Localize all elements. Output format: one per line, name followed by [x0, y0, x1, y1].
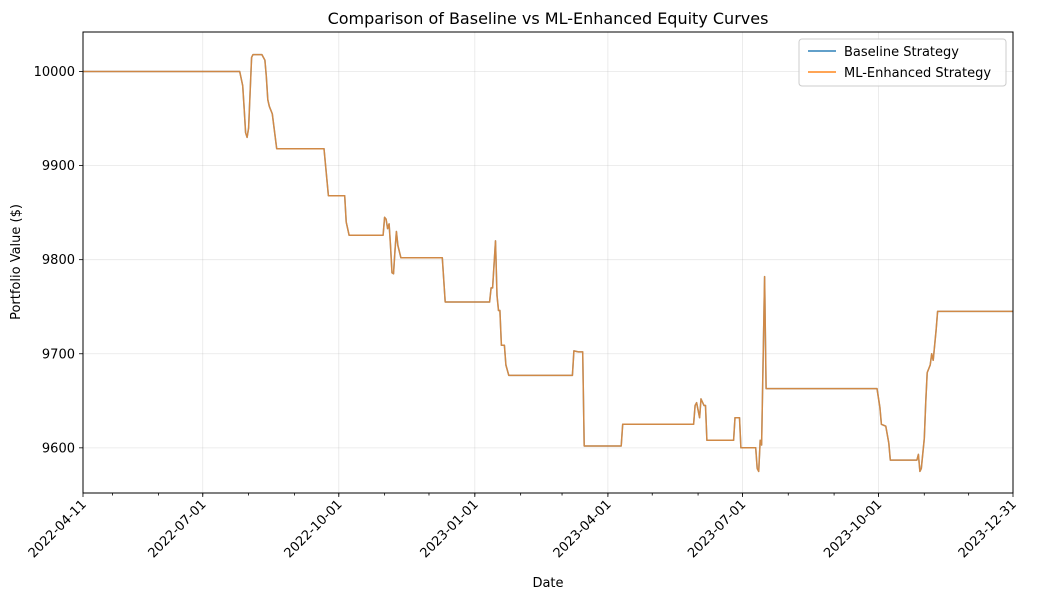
legend-label-ml: ML-Enhanced Strategy [844, 66, 991, 81]
x-axis: 2022-04-11 2022-07-01 2022-10-01 2023-01-01… [26, 493, 1020, 561]
x-tick-label: 2023-12-31 [956, 497, 1020, 561]
y-axis: 9600 9700 9800 9900 10000 [34, 65, 83, 456]
series-line-baseline [83, 53, 1013, 473]
series-layer [83, 53, 1013, 473]
x-axis-label: Date [532, 576, 563, 591]
plot-frame [82, 31, 1014, 494]
x-tick-label: 2023-04-01 [551, 497, 615, 561]
legend-label-baseline: Baseline Strategy [844, 45, 959, 60]
x-tick-label: 2022-10-01 [282, 497, 346, 561]
legend-box [798, 38, 1007, 87]
grid [82, 32, 1014, 493]
chart-title: Comparison of Baseline vs ML-Enhanced Eq… [328, 9, 769, 28]
y-tick-label: 9800 [42, 253, 75, 268]
x-tick-label: 2023-01-01 [418, 497, 482, 561]
y-tick-label: 10000 [34, 65, 75, 80]
y-tick-label: 9700 [42, 347, 75, 362]
series-line-ml [83, 53, 1013, 473]
x-tick-label: 2023-07-01 [685, 497, 749, 561]
y-tick-label: 9600 [42, 441, 75, 456]
y-tick-label: 9900 [42, 159, 75, 174]
x-tick-label: 2022-04-11 [26, 497, 90, 561]
x-tick-label: 2023-10-01 [821, 497, 885, 561]
legend: Baseline Strategy ML-Enhanced Strategy [798, 38, 1007, 87]
y-axis-label: Portfolio Value ($) [9, 204, 24, 320]
x-tick-label: 2022-07-01 [146, 497, 210, 561]
